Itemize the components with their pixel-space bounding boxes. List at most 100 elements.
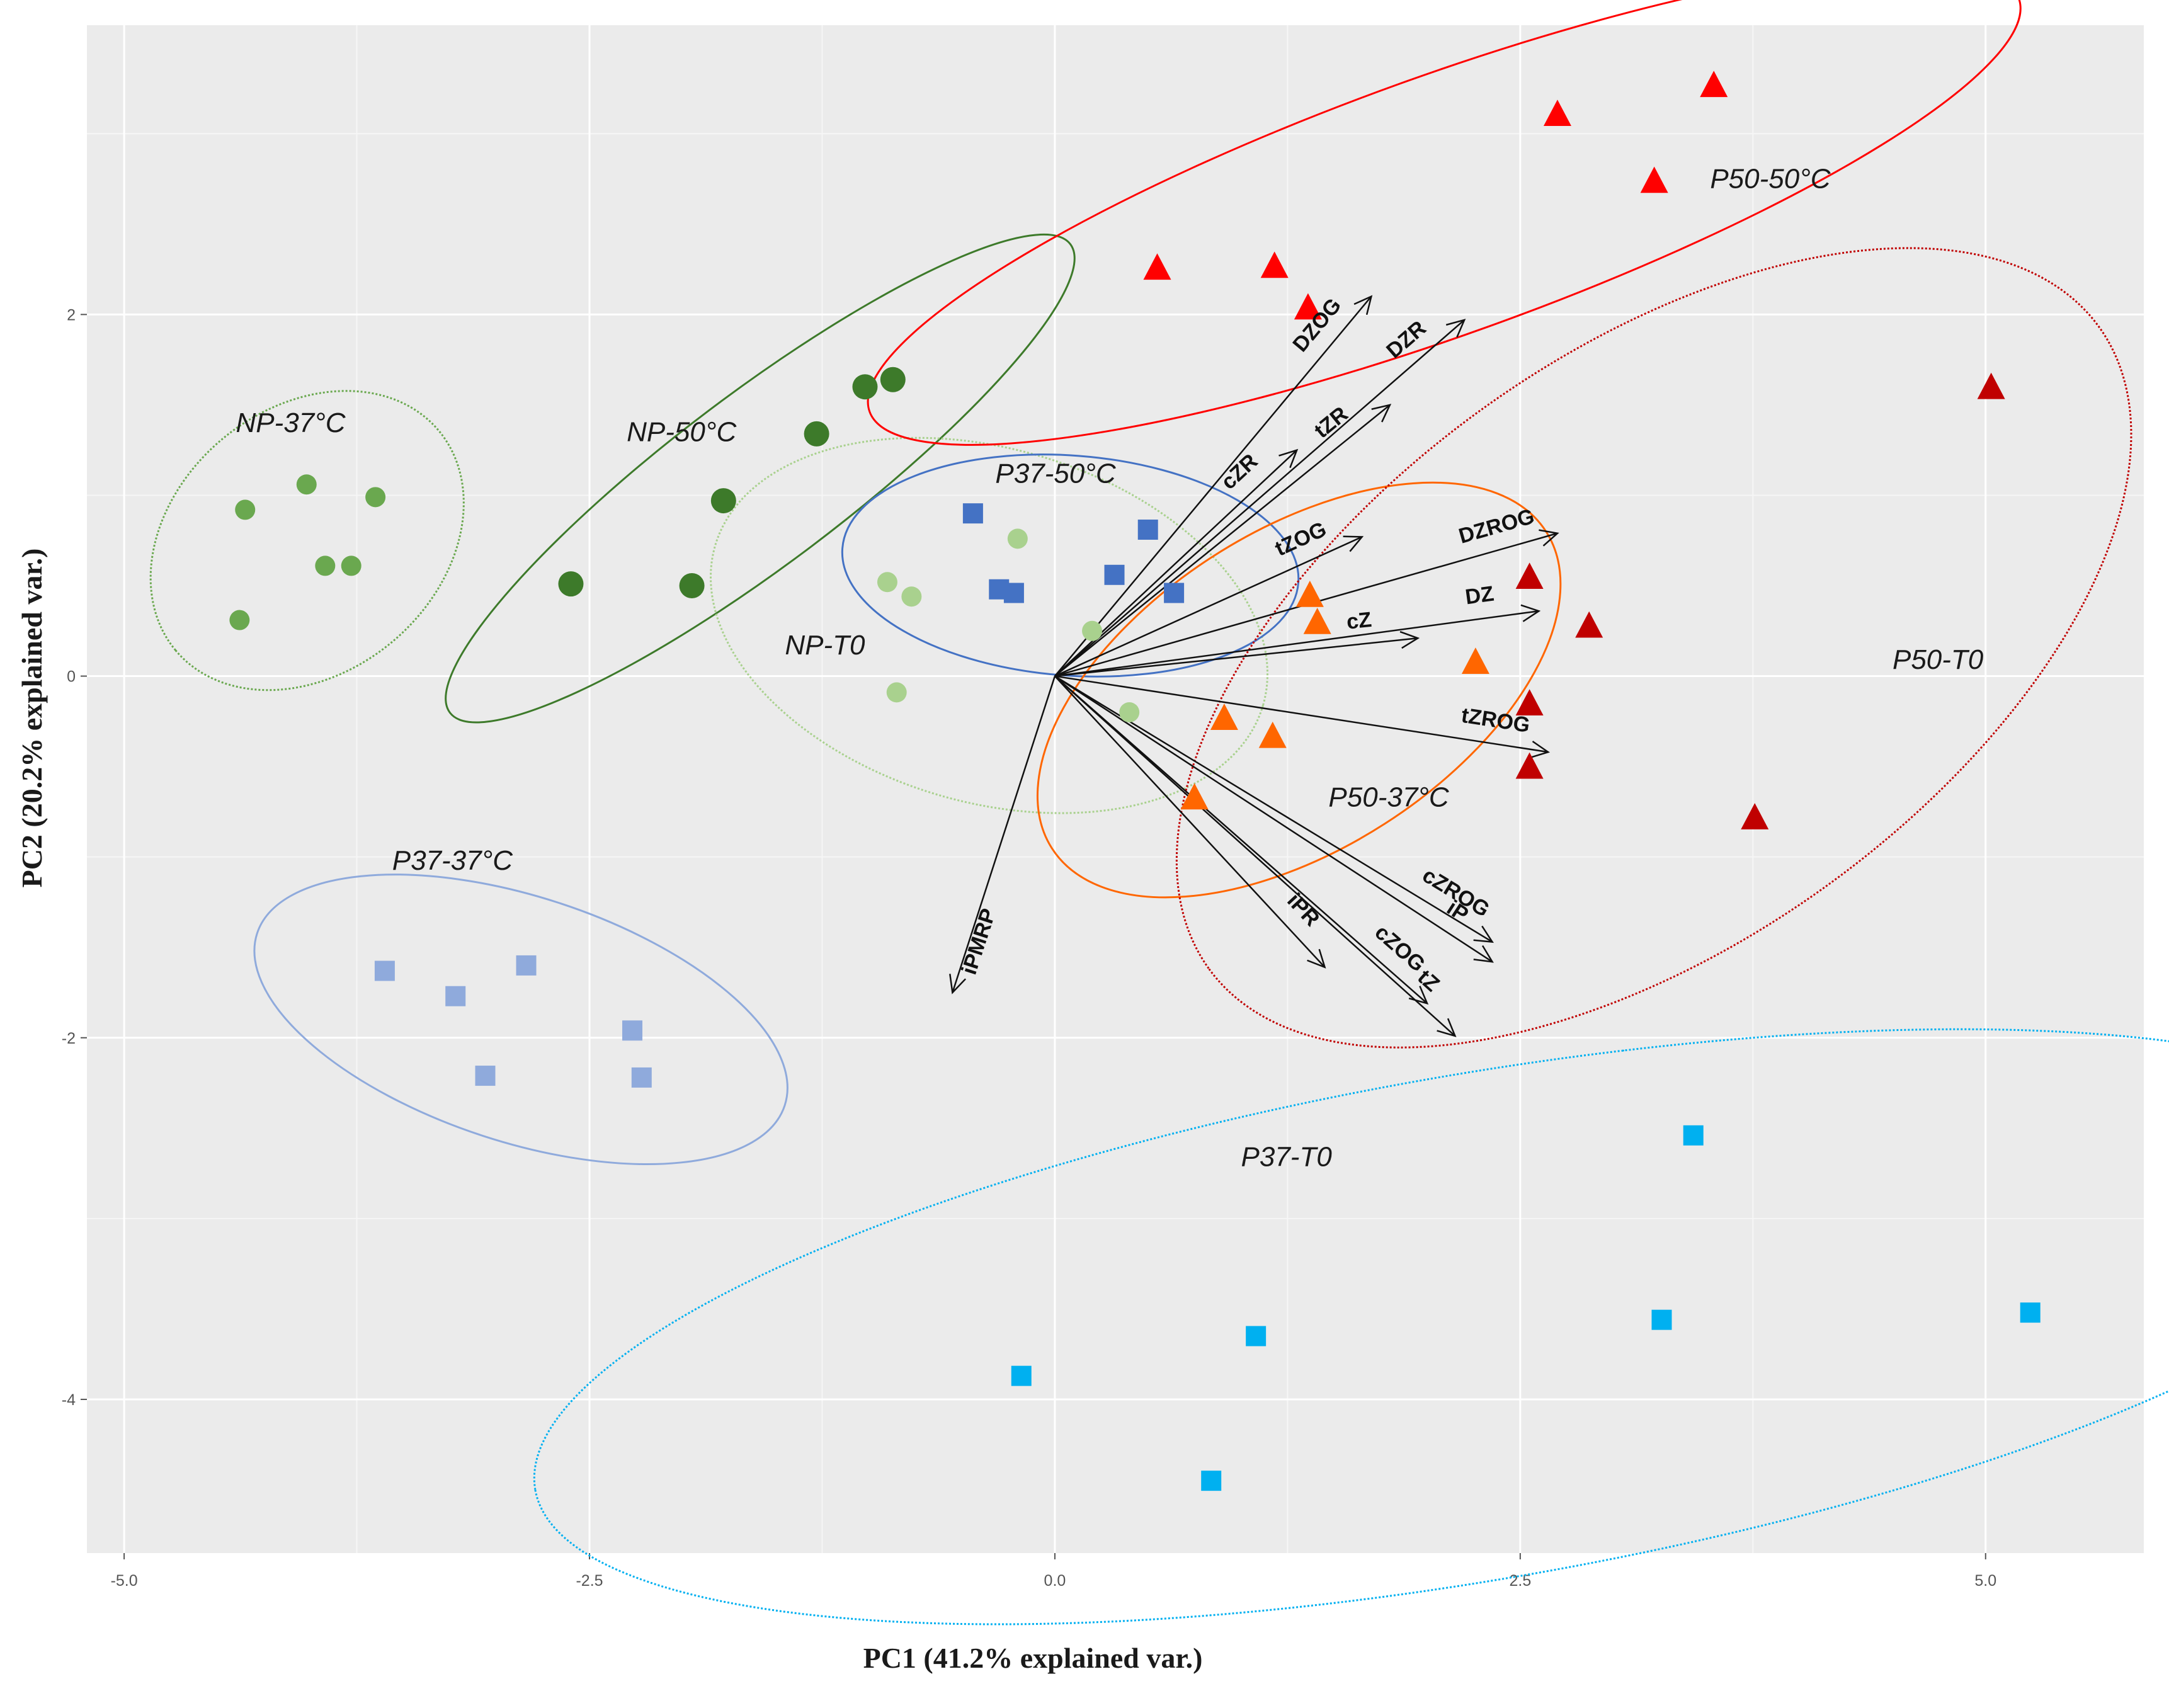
arrow-ipr bbox=[1054, 675, 1326, 968]
arrowhead-ip bbox=[1473, 945, 1494, 963]
point-p50-50c bbox=[1700, 71, 1728, 98]
point-np-50c bbox=[852, 374, 878, 400]
y-tick-label: 0 bbox=[67, 668, 76, 686]
point-p50-t0 bbox=[1515, 689, 1544, 715]
point-p50-t0 bbox=[1575, 611, 1603, 638]
group-label-p50-t0: P50-T0 bbox=[1893, 644, 1984, 675]
point-p50-37c bbox=[1180, 783, 1209, 810]
arrowhead-ipr bbox=[1307, 948, 1326, 969]
arrowhead-tzr bbox=[1371, 404, 1392, 423]
arrowhead-dzr bbox=[1445, 319, 1466, 338]
point-np-50c bbox=[558, 571, 584, 597]
arrow-dz bbox=[1054, 610, 1539, 677]
arrowhead-cz bbox=[1399, 630, 1420, 649]
loading-label-cz: cZ bbox=[1345, 608, 1372, 634]
point-np-t0 bbox=[886, 682, 907, 703]
point-p50-37c bbox=[1258, 721, 1287, 748]
arrowhead-czrog bbox=[1473, 925, 1494, 943]
point-p37-37c bbox=[374, 960, 395, 981]
point-p37-37c bbox=[445, 986, 466, 1006]
arrow-cz bbox=[1054, 637, 1418, 677]
ellipse-np-50c bbox=[445, 233, 1076, 724]
arrow-ip bbox=[1054, 675, 1493, 963]
arrow-tzrog bbox=[1054, 675, 1549, 753]
point-np-37c bbox=[235, 499, 256, 520]
arrowhead-tz bbox=[1437, 1018, 1457, 1037]
point-p50-t0 bbox=[1977, 372, 2005, 399]
point-p37-50c bbox=[962, 503, 983, 524]
point-np-37c bbox=[315, 555, 336, 576]
point-p37-37c bbox=[475, 1066, 496, 1086]
group-label-p50-50c: P50-50°C bbox=[1710, 163, 1831, 194]
point-p37-t0 bbox=[2020, 1302, 2041, 1323]
x-tick-label: 5.0 bbox=[1974, 1572, 1996, 1590]
y-tick-label: 2 bbox=[67, 306, 76, 324]
point-p37-50c bbox=[1104, 564, 1125, 585]
group-labels: NP-37°C NP-50°C NP-T0 P37-50°C P37-37°C P37-T… bbox=[236, 163, 1983, 1172]
point-np-37c bbox=[229, 610, 250, 630]
point-np-t0 bbox=[901, 586, 922, 607]
ellipse-np-37c bbox=[149, 390, 465, 692]
point-np-50c bbox=[804, 421, 829, 447]
arrowhead-czr bbox=[1278, 448, 1299, 469]
point-np-37c bbox=[296, 474, 317, 495]
point-p37-50c bbox=[1137, 520, 1158, 540]
loading-label-dz: DZ bbox=[1464, 582, 1495, 610]
arrow-dzr bbox=[1054, 319, 1466, 677]
arrow-tzog bbox=[1054, 536, 1363, 677]
point-np-t0 bbox=[1082, 620, 1103, 641]
ellipse-p50-50c bbox=[867, 0, 2022, 446]
point-p50-50c bbox=[1294, 293, 1322, 320]
point-p37-37c bbox=[631, 1067, 652, 1088]
group-label-np-50c: NP-50°C bbox=[627, 416, 737, 447]
group-ellipses bbox=[149, 0, 2169, 1625]
x-tick-label: -2.5 bbox=[576, 1572, 603, 1590]
point-p50-t0 bbox=[1515, 752, 1544, 779]
point-p37-50c bbox=[1164, 583, 1185, 603]
point-p50-t0 bbox=[1741, 803, 1769, 829]
point-np-t0 bbox=[1007, 528, 1028, 549]
point-p50-t0 bbox=[1515, 562, 1544, 589]
ellipse-p37-37c bbox=[253, 874, 788, 1165]
point-p50-50c bbox=[1260, 251, 1289, 278]
point-p37-t0 bbox=[1011, 1365, 1032, 1386]
group-label-p37-37c: P37-37°C bbox=[392, 845, 513, 876]
arrow-ipmrp bbox=[952, 676, 1056, 993]
arrow-tz bbox=[1054, 675, 1456, 1037]
group-label-p37-50c: P37-50°C bbox=[995, 458, 1116, 489]
arrowhead-tzrog bbox=[1530, 741, 1551, 759]
y-tick-label: -4 bbox=[62, 1391, 76, 1409]
y-tick-label: -2 bbox=[62, 1030, 76, 1047]
point-p50-50c bbox=[1543, 100, 1571, 127]
point-p50-37c bbox=[1461, 647, 1489, 674]
point-p37-t0 bbox=[1201, 1471, 1222, 1491]
point-np-t0 bbox=[1119, 702, 1140, 722]
point-p50-37c bbox=[1295, 580, 1324, 607]
arrowhead-dz bbox=[1520, 604, 1541, 622]
point-np-37c bbox=[341, 555, 362, 576]
point-p50-37c bbox=[1303, 608, 1331, 634]
point-np-37c bbox=[365, 487, 386, 508]
y-axis-title: PC2 (20.2% explained var.) bbox=[16, 549, 48, 888]
group-label-p37-t0: P37-T0 bbox=[1241, 1142, 1333, 1173]
point-p50-37c bbox=[1210, 703, 1238, 730]
group-label-p50-37c: P50-37°C bbox=[1328, 782, 1449, 812]
point-p37-37c bbox=[516, 955, 537, 976]
ellipse-np-t0 bbox=[709, 436, 1269, 814]
point-p37-37c bbox=[622, 1020, 643, 1041]
point-p37-t0 bbox=[1683, 1125, 1704, 1146]
point-p50-50c bbox=[1143, 253, 1171, 280]
point-p50-50c bbox=[1640, 166, 1668, 193]
arrow-czog bbox=[1054, 675, 1428, 1005]
point-np-50c bbox=[679, 573, 705, 599]
x-tick-label: 0.0 bbox=[1044, 1572, 1066, 1590]
arrowhead-dzrog bbox=[1539, 529, 1559, 547]
axis-ticks: -5.0 -2.5 0.0 2.5 5.0 -4 -2 0 2 bbox=[62, 306, 1996, 1590]
point-np-t0 bbox=[877, 572, 897, 593]
plot-panel bbox=[87, 25, 2144, 1553]
x-tick-label: 2.5 bbox=[1509, 1572, 1531, 1590]
arrowhead-tzog bbox=[1343, 535, 1364, 552]
group-label-np-t0: NP-T0 bbox=[785, 630, 865, 661]
point-p37-t0 bbox=[1246, 1326, 1267, 1346]
